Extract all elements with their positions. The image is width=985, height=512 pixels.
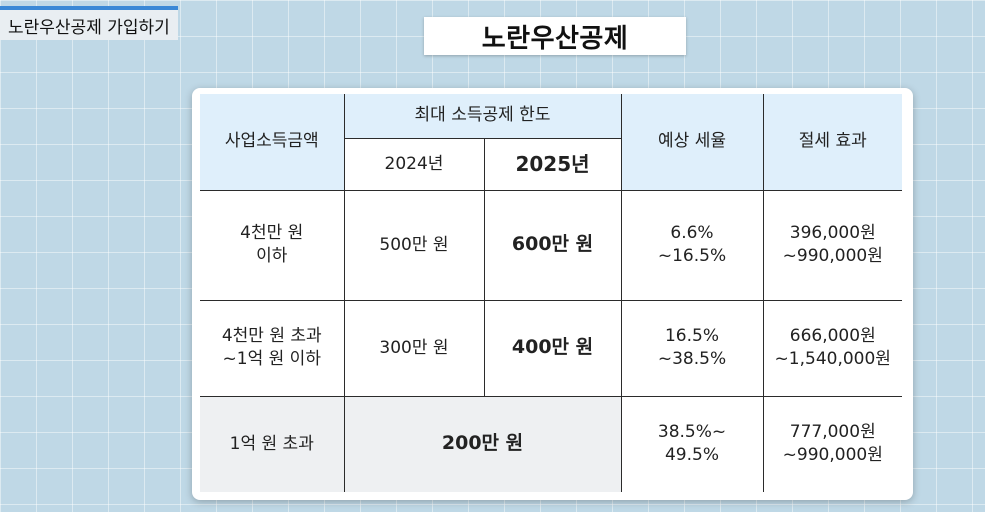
effect-line-1: 396,000원 (789, 223, 876, 244)
cell-limit-2025: 600만 원 (483, 189, 622, 301)
income-line-1: 4천만 원 초과 (221, 326, 322, 347)
cell-effect: 396,000원 ~990,000원 (762, 189, 902, 301)
income-line-2: 이하 (256, 246, 288, 266)
cell-tax-rate: 16.5% ~38.5% (620, 299, 764, 397)
effect-line-2: ~990,000원 (782, 445, 883, 466)
effect-line-2: ~1,540,000원 (774, 349, 891, 369)
cell-limit-merged: 200만 원 (343, 395, 622, 492)
effect-line-1: 777,000원 (789, 422, 876, 443)
income-line-1: 4천만 원 (240, 223, 304, 244)
header-effect: 절세 효과 (762, 94, 902, 191)
rate-line-2: ~38.5% (657, 349, 727, 369)
table-header-row: 사업소득금액 최대 소득공제 한도 예상 세율 절세 효과 (200, 94, 902, 191)
cell-income: 4천만 원 초과 ~1억 원 이하 (200, 299, 345, 397)
effect-line-2: ~990,000원 (782, 246, 883, 266)
table-row: 4천만 원 초과 ~1억 원 이하 300만 원 400만 원 16.5% ~3… (200, 299, 902, 397)
cell-income: 1억 원 초과 (200, 395, 345, 492)
rate-line-1: 16.5% (664, 326, 719, 347)
cell-effect: 666,000원 ~1,540,000원 (762, 299, 902, 397)
deduction-table: 사업소득금액 최대 소득공제 한도 예상 세율 절세 효과 2024년 2025… (200, 94, 902, 492)
video-corner-label: 노란우산공제 가입하기 (0, 6, 178, 40)
header-income: 사업소득금액 (200, 94, 345, 191)
table-row: 4천만 원 이하 500만 원 600만 원 6.6% ~16.5% 396,0… (200, 189, 902, 301)
cell-limit-2025: 400만 원 (483, 299, 622, 397)
effect-line-1: 666,000원 (789, 326, 876, 347)
header-limit-group: 최대 소득공제 한도 (343, 94, 622, 139)
cell-tax-rate: 38.5%~ 49.5% (620, 395, 764, 492)
header-year-2024: 2024년 (344, 137, 485, 191)
rate-line-1: 38.5%~ (657, 422, 727, 443)
rate-line-1: 6.6% (670, 223, 714, 244)
table-subheader-row: 2024년 2025년 (200, 137, 902, 191)
header-tax-rate: 예상 세율 (620, 94, 764, 191)
rate-line-2: 49.5% (664, 445, 719, 466)
table-row: 1억 원 초과 200만 원 38.5%~ 49.5% 777,000원 ~99… (200, 395, 902, 492)
cell-tax-rate: 6.6% ~16.5% (620, 189, 764, 301)
rate-line-2: ~16.5% (657, 246, 727, 266)
income-line-2: ~1억 원 이하 (222, 349, 321, 369)
table-card: 사업소득금액 최대 소득공제 한도 예상 세율 절세 효과 2024년 2025… (192, 88, 913, 500)
header-year-2025: 2025년 (483, 137, 621, 191)
cell-limit-2024: 300만 원 (343, 299, 485, 397)
cell-limit-2024: 500만 원 (343, 189, 485, 301)
cell-income: 4천만 원 이하 (200, 189, 345, 301)
page-title: 노란우산공제 (424, 17, 686, 55)
cell-effect: 777,000원 ~990,000원 (762, 395, 902, 492)
